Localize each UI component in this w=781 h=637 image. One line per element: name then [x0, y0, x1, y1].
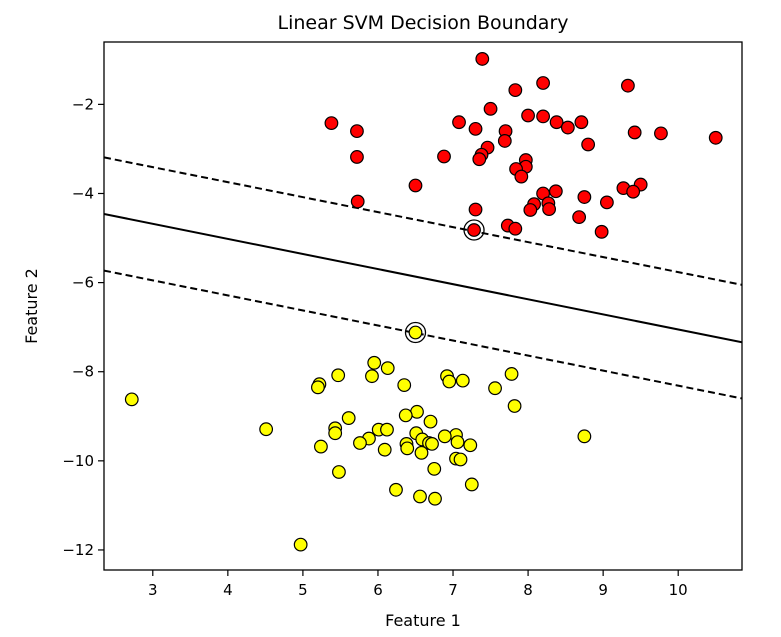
- yellow-point: [453, 452, 468, 467]
- x-tick-label: 10: [669, 581, 688, 599]
- red-point: [350, 194, 365, 209]
- x-axis-label: Feature 1: [385, 611, 461, 630]
- red-point: [654, 126, 668, 141]
- y-tick-label: −6: [72, 274, 94, 292]
- red-point: [549, 115, 564, 130]
- yellow-point: [259, 422, 274, 437]
- x-tick-label: 5: [298, 581, 308, 599]
- yellow-point: [328, 426, 343, 441]
- x-tick-label: 3: [148, 581, 158, 599]
- yellow-point: [341, 411, 356, 425]
- red-point: [594, 224, 609, 239]
- red-point: [408, 178, 423, 193]
- red-point: [621, 78, 635, 93]
- red-point: [548, 184, 563, 199]
- support-vector-ring: [404, 321, 427, 344]
- red-point: [452, 115, 466, 130]
- yellow-point: [293, 537, 308, 552]
- yellow-point: [311, 380, 325, 395]
- red-point: [467, 223, 481, 237]
- red-point: [497, 134, 512, 148]
- yellow-point: [377, 442, 392, 457]
- red-point: [521, 108, 535, 123]
- yellow-point: [413, 489, 427, 504]
- red-point: [324, 116, 339, 130]
- red-point: [508, 221, 523, 236]
- red-point: [468, 202, 483, 217]
- yellow-point: [577, 429, 592, 444]
- yellow-point: [464, 477, 479, 492]
- red-point: [577, 190, 592, 204]
- y-tick-label: −8: [72, 363, 94, 381]
- y-axis-label: Feature 2: [22, 268, 41, 344]
- yellow-point: [400, 441, 415, 456]
- y-tick-label: −2: [72, 95, 94, 113]
- red-point: [627, 125, 642, 140]
- yellow-point: [380, 422, 394, 437]
- margin-line: [104, 269, 742, 400]
- yellow-point: [397, 378, 412, 392]
- y-tick-label: −4: [72, 184, 94, 202]
- yellow-point: [423, 414, 438, 429]
- red-point: [468, 121, 483, 136]
- red-point: [708, 130, 723, 145]
- red-point: [475, 52, 490, 66]
- yellow-point: [332, 465, 346, 479]
- red-point: [542, 202, 556, 216]
- yellow-point: [408, 325, 423, 340]
- yellow-point: [398, 408, 413, 423]
- red-point: [514, 169, 529, 184]
- red-point: [536, 76, 550, 90]
- yellow-point: [367, 355, 382, 370]
- red-point: [581, 137, 596, 152]
- plot-area: 3 4 5 6 7 8 9 10 −12 −10 −8 −6 −4 −2: [62, 41, 743, 599]
- red-point: [599, 195, 614, 210]
- decision-boundary-line: [104, 213, 742, 344]
- x-tick-label: 4: [223, 581, 233, 599]
- red-point: [523, 203, 538, 217]
- yellow-point: [450, 435, 465, 450]
- yellow-point: [425, 437, 439, 451]
- yellow-point: [442, 374, 457, 389]
- y-tick-label: −10: [62, 452, 94, 470]
- x-tick-label: 8: [523, 581, 533, 599]
- yellow-point: [428, 491, 442, 506]
- red-point: [536, 109, 550, 124]
- yellow-point: [410, 404, 424, 419]
- red-point: [350, 124, 364, 139]
- red-point: [626, 184, 641, 199]
- yellow-point: [314, 439, 328, 454]
- yellow-point: [455, 373, 470, 388]
- support-vector-ring: [463, 219, 485, 241]
- red-point: [508, 83, 523, 98]
- red-point: [350, 150, 364, 164]
- red-point: [437, 149, 451, 164]
- yellow-point: [380, 361, 395, 376]
- red-point: [574, 115, 589, 130]
- chart-title: Linear SVM Decision Boundary: [277, 12, 568, 34]
- yellow-point: [365, 369, 379, 384]
- red-point: [483, 101, 498, 116]
- y-tick-label: −12: [62, 541, 94, 559]
- yellow-point: [504, 367, 519, 381]
- x-tick-label: 6: [373, 581, 383, 599]
- red-point: [572, 210, 587, 225]
- yellow-point: [414, 445, 429, 460]
- plot-frame: [103, 41, 743, 571]
- yellow-point: [507, 399, 522, 413]
- red-point: [472, 152, 487, 167]
- yellow-point: [437, 429, 452, 444]
- margin-line: [104, 156, 742, 286]
- yellow-point: [463, 438, 478, 453]
- x-tick-label: 9: [598, 581, 608, 599]
- x-tick-label: 7: [448, 581, 458, 599]
- red-point: [560, 120, 575, 135]
- yellow-point: [331, 368, 346, 383]
- yellow-point: [488, 381, 502, 396]
- yellow-point: [124, 392, 139, 407]
- yellow-point: [353, 436, 367, 450]
- yellow-point: [427, 461, 442, 476]
- yellow-point: [389, 482, 403, 497]
